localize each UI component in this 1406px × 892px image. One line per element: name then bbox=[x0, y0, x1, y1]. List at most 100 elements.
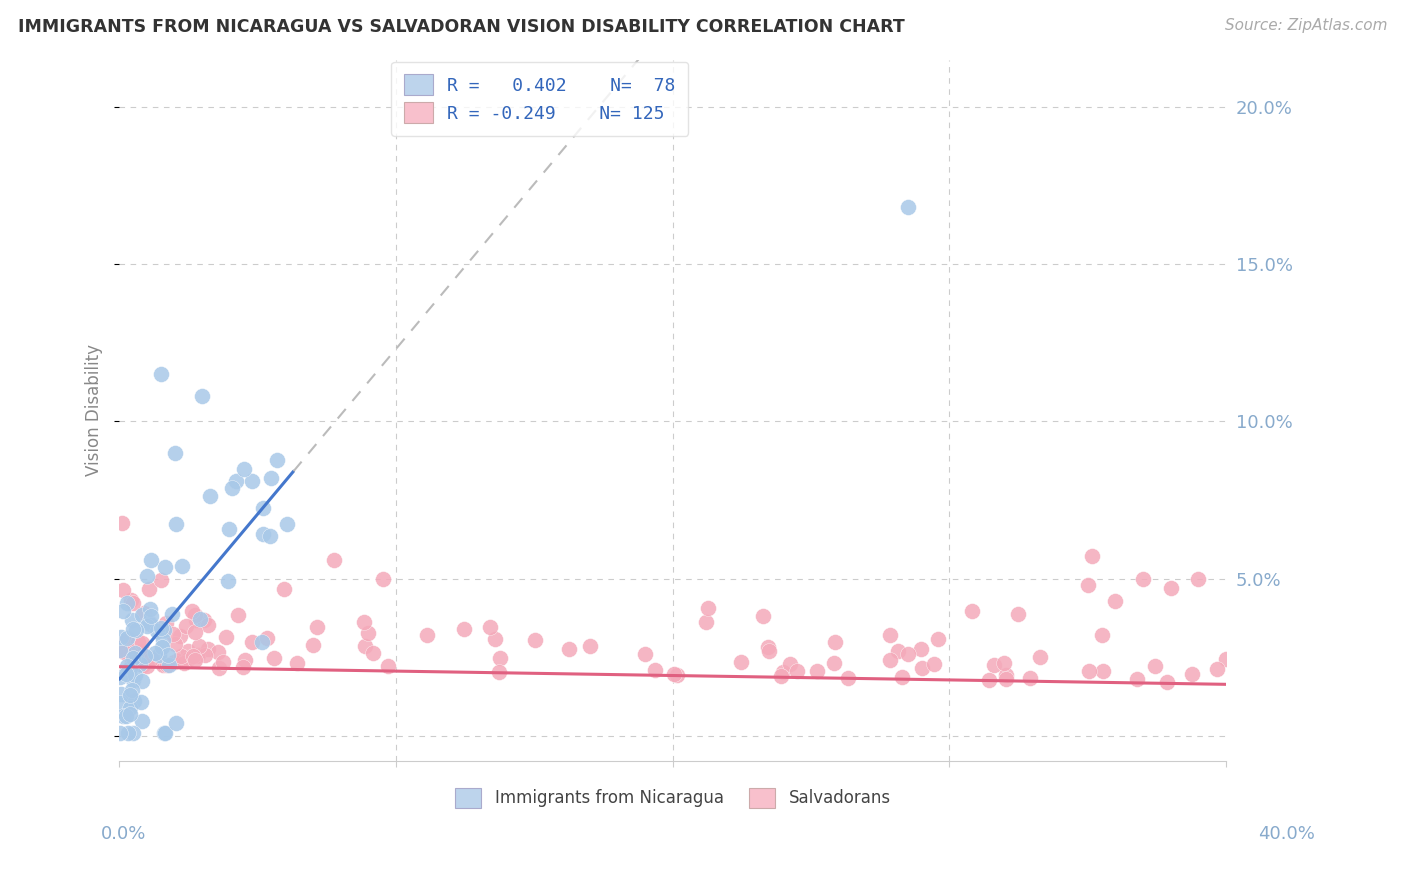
Point bbox=[263, 651, 285, 665]
Point bbox=[108, 725, 131, 739]
Point bbox=[1080, 549, 1102, 563]
Point bbox=[977, 673, 1000, 687]
Point bbox=[252, 501, 274, 516]
Point bbox=[1160, 581, 1182, 595]
Point bbox=[823, 656, 845, 670]
Point bbox=[170, 649, 193, 664]
Point bbox=[266, 452, 288, 467]
Point bbox=[117, 647, 139, 661]
Point bbox=[353, 615, 375, 630]
Point bbox=[115, 659, 138, 673]
Point bbox=[232, 660, 254, 674]
Point bbox=[1007, 607, 1029, 621]
Point bbox=[911, 661, 934, 675]
Point bbox=[136, 658, 159, 673]
Point bbox=[226, 607, 249, 622]
Point bbox=[994, 668, 1017, 682]
Point bbox=[153, 725, 176, 739]
Point bbox=[131, 673, 153, 688]
Point bbox=[1215, 652, 1237, 666]
Point bbox=[897, 647, 920, 661]
Point bbox=[181, 604, 204, 618]
Point bbox=[118, 701, 141, 715]
Point bbox=[121, 622, 143, 636]
Point bbox=[121, 597, 143, 611]
Point bbox=[155, 615, 177, 630]
Point bbox=[879, 628, 901, 642]
Point bbox=[983, 658, 1005, 673]
Point bbox=[212, 655, 235, 669]
Point bbox=[125, 623, 148, 637]
Point bbox=[146, 624, 169, 639]
Point bbox=[163, 446, 186, 460]
Point bbox=[993, 656, 1015, 670]
Point bbox=[879, 653, 901, 667]
Point bbox=[995, 673, 1018, 687]
Point bbox=[131, 607, 153, 622]
Point bbox=[488, 665, 510, 679]
Point bbox=[1076, 578, 1098, 592]
Point bbox=[1019, 671, 1042, 685]
Point bbox=[256, 631, 278, 645]
Point bbox=[111, 516, 134, 530]
Point bbox=[131, 636, 153, 650]
Point bbox=[124, 646, 146, 660]
Point bbox=[121, 682, 143, 697]
Point bbox=[758, 644, 780, 658]
Point bbox=[240, 635, 263, 649]
Point bbox=[120, 644, 142, 658]
Point bbox=[769, 668, 792, 682]
Point bbox=[129, 657, 152, 672]
Point bbox=[1181, 667, 1204, 681]
Point bbox=[110, 687, 132, 701]
Point bbox=[122, 694, 145, 708]
Point bbox=[307, 620, 329, 634]
Point bbox=[644, 663, 666, 677]
Point bbox=[197, 641, 219, 656]
Point bbox=[115, 667, 138, 681]
Point bbox=[1091, 628, 1114, 642]
Point bbox=[1206, 662, 1229, 676]
Point bbox=[184, 613, 207, 627]
Point bbox=[122, 650, 145, 665]
Point bbox=[221, 481, 243, 495]
Point bbox=[153, 657, 176, 671]
Point bbox=[910, 642, 932, 657]
Text: Source: ZipAtlas.com: Source: ZipAtlas.com bbox=[1225, 18, 1388, 33]
Point bbox=[558, 641, 581, 656]
Point bbox=[129, 695, 152, 709]
Point bbox=[108, 643, 131, 657]
Point bbox=[772, 665, 794, 679]
Point bbox=[152, 633, 174, 648]
Point bbox=[112, 708, 135, 723]
Point bbox=[252, 527, 274, 541]
Point bbox=[779, 657, 801, 672]
Point bbox=[579, 639, 602, 653]
Point bbox=[150, 640, 173, 654]
Point bbox=[217, 574, 239, 588]
Point bbox=[131, 714, 153, 728]
Point bbox=[118, 660, 141, 674]
Point bbox=[184, 607, 207, 622]
Point bbox=[478, 620, 501, 634]
Point bbox=[960, 604, 983, 618]
Point bbox=[697, 601, 720, 615]
Point bbox=[139, 651, 162, 665]
Point bbox=[138, 615, 160, 630]
Point bbox=[165, 516, 187, 531]
Point bbox=[302, 638, 325, 652]
Point bbox=[108, 696, 131, 710]
Point bbox=[139, 617, 162, 632]
Point bbox=[108, 670, 131, 684]
Point bbox=[806, 664, 828, 678]
Point bbox=[191, 389, 214, 403]
Point bbox=[177, 652, 200, 666]
Point bbox=[664, 667, 686, 681]
Point bbox=[276, 517, 298, 532]
Point bbox=[167, 654, 190, 668]
Point bbox=[120, 649, 142, 664]
Point bbox=[1132, 572, 1154, 586]
Point bbox=[1028, 650, 1050, 665]
Point bbox=[122, 725, 145, 739]
Point bbox=[1143, 659, 1166, 673]
